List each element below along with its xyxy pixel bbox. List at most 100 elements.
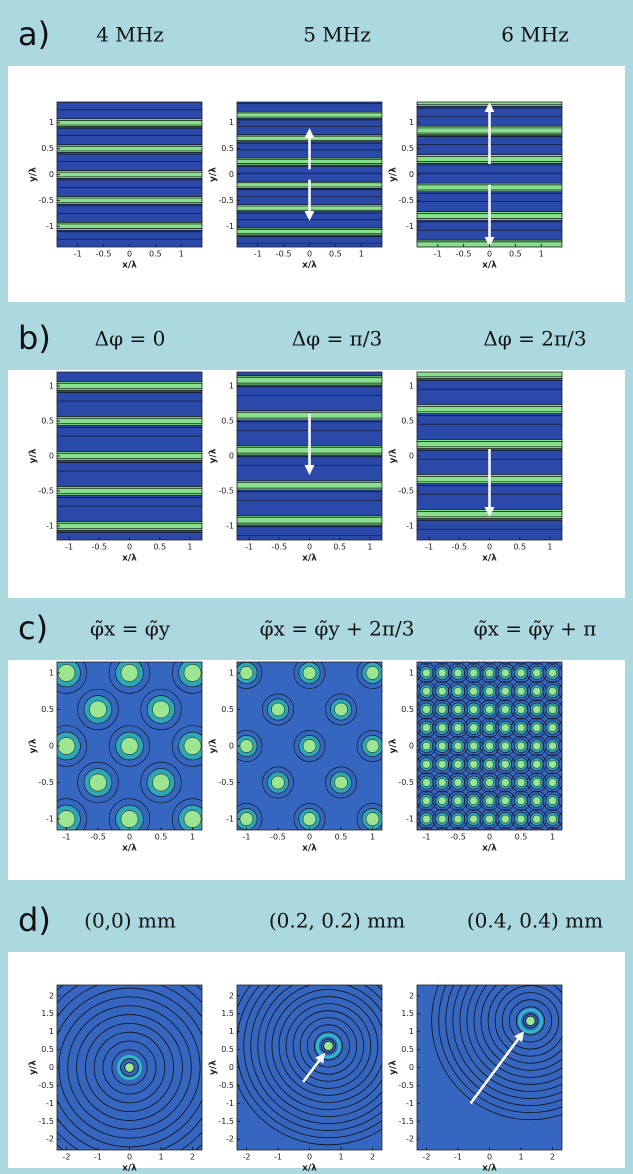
spot-core bbox=[485, 778, 494, 787]
x-tick-label: -1 bbox=[274, 1153, 282, 1162]
y-axis-label: y/λ bbox=[209, 448, 219, 463]
spot-core bbox=[152, 700, 170, 719]
band bbox=[237, 227, 382, 235]
y-tick-label: 1.5 bbox=[221, 1009, 234, 1018]
spot-core bbox=[500, 705, 510, 714]
spot-halo bbox=[356, 730, 382, 762]
spot-core bbox=[580, 651, 588, 659]
spot-core bbox=[120, 664, 139, 682]
spot-halo bbox=[558, 683, 562, 699]
band bbox=[237, 375, 382, 385]
ring bbox=[515, 1006, 545, 1036]
y-tick-label: 1 bbox=[229, 668, 234, 677]
spot bbox=[546, 648, 559, 661]
core bbox=[124, 1062, 135, 1073]
spot bbox=[210, 915, 238, 943]
x-tick-label: -0.5 bbox=[451, 543, 467, 552]
x-axis-label: x/λ bbox=[302, 261, 317, 271]
spot-core bbox=[516, 705, 526, 714]
ring bbox=[250, 985, 382, 1125]
spot-core bbox=[548, 814, 557, 824]
x-tick-label: 0.5 bbox=[329, 250, 342, 259]
plot bbox=[57, 102, 202, 247]
x-tick-label: 1 bbox=[547, 543, 552, 552]
spot-core bbox=[310, 884, 327, 901]
spot-core bbox=[548, 723, 557, 733]
ring bbox=[431, 985, 562, 1121]
spot-core bbox=[454, 651, 462, 659]
spot-halo bbox=[448, 627, 467, 646]
x-tick-label: 1 bbox=[550, 833, 555, 842]
spot-halo bbox=[542, 790, 562, 811]
y-tick-label: 1 bbox=[229, 118, 234, 127]
x-axis-label: x/λ bbox=[122, 1164, 137, 1174]
spot-core bbox=[0, 884, 12, 901]
spot bbox=[210, 623, 238, 651]
spot bbox=[305, 878, 333, 906]
spot-halo bbox=[420, 877, 451, 908]
y-tick-label: 1 bbox=[49, 1027, 54, 1036]
spot-core bbox=[437, 686, 447, 696]
y-tick-label: -0.5 bbox=[218, 487, 234, 496]
spot-halo bbox=[558, 811, 562, 827]
y-tick-label: -1 bbox=[226, 222, 234, 231]
x-tick-label: -1 bbox=[434, 250, 442, 259]
y-tick-label: 1.5 bbox=[41, 1009, 54, 1018]
y-tick-label: 2 bbox=[49, 991, 54, 1000]
spot-halo bbox=[108, 725, 151, 767]
spot bbox=[425, 881, 446, 902]
column-title: 6 MHz bbox=[501, 23, 569, 47]
spot-halo bbox=[204, 616, 245, 657]
y-tick-label: 0.5 bbox=[41, 417, 54, 426]
x-tick-label: -0.5 bbox=[271, 543, 287, 552]
spot-core bbox=[407, 651, 415, 659]
ring bbox=[84, 1022, 175, 1113]
band bbox=[417, 404, 562, 414]
arrow bbox=[302, 1052, 326, 1083]
plot bbox=[417, 985, 562, 1150]
x-tick-label: 1 bbox=[370, 833, 375, 842]
ring bbox=[473, 985, 562, 1078]
y-tick-label: -1 bbox=[406, 222, 414, 231]
spot-core bbox=[470, 651, 478, 659]
x-tick-label: -1 bbox=[254, 250, 262, 259]
y-tick-label: 1 bbox=[49, 668, 54, 677]
x-tick-label: 1 bbox=[539, 250, 544, 259]
plot bbox=[237, 985, 382, 1150]
x-axis-label: x/λ bbox=[122, 554, 137, 564]
x-tick-label: -0.5 bbox=[90, 833, 106, 842]
x-tick-label: 0 bbox=[127, 543, 132, 552]
spot-halo bbox=[435, 827, 449, 830]
x-tick-label: -1 bbox=[422, 833, 430, 842]
spot-core bbox=[469, 686, 479, 696]
y-tick-label: 1 bbox=[409, 382, 414, 391]
spot-halo bbox=[293, 730, 326, 762]
y-axis-label: y/λ bbox=[29, 738, 39, 753]
x-axis-label: x/λ bbox=[482, 554, 497, 564]
spot-core bbox=[532, 668, 542, 678]
x-tick-label: 2 bbox=[370, 1153, 375, 1162]
spot-core bbox=[365, 812, 380, 826]
column-title: φ̃x = φ̃y + 2π/3 bbox=[260, 617, 415, 641]
spot-core bbox=[57, 810, 76, 828]
band bbox=[417, 650, 562, 659]
spot-halo bbox=[237, 803, 263, 830]
spot-core bbox=[453, 814, 463, 824]
spot-core bbox=[548, 686, 557, 696]
band bbox=[417, 439, 562, 449]
spot-halo bbox=[435, 662, 449, 665]
ring bbox=[313, 1031, 343, 1061]
y-axis-label: y/λ bbox=[209, 738, 219, 753]
x-tick-label: 1 bbox=[179, 250, 184, 259]
x-tick-label: 1 bbox=[359, 250, 364, 259]
x-tick-label: 0 bbox=[487, 250, 492, 259]
spot-core bbox=[271, 702, 285, 717]
x-tick-label: -1 bbox=[74, 250, 82, 259]
y-tick-label: -1 bbox=[226, 815, 234, 824]
spot bbox=[242, 878, 270, 906]
spot-halo bbox=[204, 908, 245, 949]
spot-core bbox=[516, 668, 526, 678]
spot-core bbox=[453, 686, 463, 696]
ring bbox=[278, 996, 379, 1096]
